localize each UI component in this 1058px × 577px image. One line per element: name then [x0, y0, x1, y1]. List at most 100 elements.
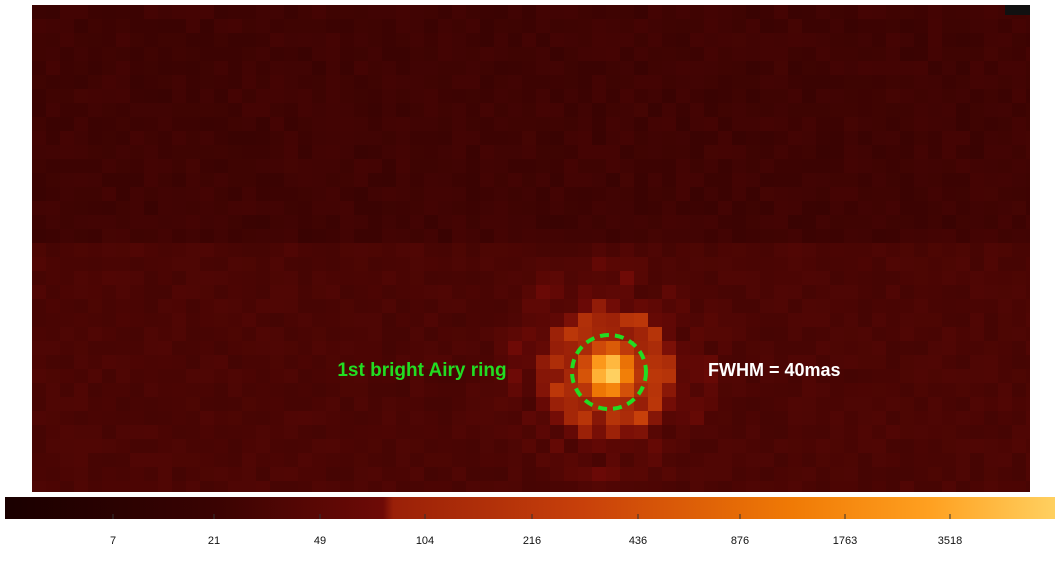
pixel [32, 481, 46, 492]
pixel [774, 173, 788, 187]
pixel [606, 341, 620, 355]
pixel [970, 383, 984, 397]
pixel [172, 89, 186, 103]
pixel [704, 201, 718, 215]
pixel [830, 327, 844, 341]
pixel [564, 5, 578, 19]
pixel [844, 215, 858, 229]
pixel [592, 285, 606, 299]
pixel [984, 327, 998, 341]
pixel [564, 19, 578, 33]
pixel [228, 215, 242, 229]
pixel [844, 5, 858, 19]
pixel [648, 75, 662, 89]
pixel [298, 19, 312, 33]
pixel [410, 47, 424, 61]
pixel [774, 397, 788, 411]
pixel [676, 187, 690, 201]
pixel [158, 5, 172, 19]
pixel [158, 201, 172, 215]
pixel [410, 313, 424, 327]
pixel [326, 201, 340, 215]
pixel [270, 187, 284, 201]
pixel [214, 271, 228, 285]
pixel [116, 159, 130, 173]
pixel [746, 397, 760, 411]
pixel [620, 313, 634, 327]
pixel [340, 75, 354, 89]
pixel [942, 89, 956, 103]
pixel [480, 467, 494, 481]
pixel [690, 5, 704, 19]
pixel [690, 467, 704, 481]
pixel [172, 313, 186, 327]
pixel [788, 131, 802, 145]
pixel [74, 47, 88, 61]
pixel [704, 257, 718, 271]
pixel [970, 201, 984, 215]
pixel [424, 117, 438, 131]
pixel [522, 313, 536, 327]
pixel [718, 285, 732, 299]
pixel [914, 131, 928, 145]
pixel [382, 453, 396, 467]
pixel [452, 159, 466, 173]
pixel [970, 33, 984, 47]
pixel [270, 243, 284, 257]
pixel [522, 453, 536, 467]
pixel [88, 299, 102, 313]
pixel [704, 397, 718, 411]
pixel [928, 481, 942, 492]
pixel [578, 467, 592, 481]
pixel [620, 215, 634, 229]
pixel [214, 61, 228, 75]
pixel [88, 271, 102, 285]
pixel [116, 341, 130, 355]
pixel [200, 201, 214, 215]
pixel [130, 481, 144, 492]
pixel [424, 285, 438, 299]
pixel [942, 257, 956, 271]
pixel [102, 453, 116, 467]
pixel [480, 103, 494, 117]
pixel [858, 19, 872, 33]
pixel [536, 117, 550, 131]
pixel [298, 75, 312, 89]
pixel [466, 313, 480, 327]
pixel [942, 453, 956, 467]
pixel [760, 89, 774, 103]
pixel [578, 411, 592, 425]
pixel [74, 103, 88, 117]
pixel [340, 33, 354, 47]
pixel [648, 341, 662, 355]
pixel [438, 75, 452, 89]
pixel [284, 215, 298, 229]
pixel [200, 411, 214, 425]
pixel [354, 131, 368, 145]
pixel [74, 453, 88, 467]
pixel [438, 299, 452, 313]
pixel [256, 453, 270, 467]
pixel [284, 131, 298, 145]
pixel [662, 355, 676, 369]
pixel [662, 285, 676, 299]
pixel [592, 19, 606, 33]
pixel [158, 369, 172, 383]
pixel [620, 117, 634, 131]
pixel [130, 103, 144, 117]
pixel [872, 47, 886, 61]
pixel [256, 369, 270, 383]
pixel [1012, 453, 1026, 467]
pixel [732, 215, 746, 229]
pixel [900, 481, 914, 492]
pixel [886, 467, 900, 481]
pixel [536, 299, 550, 313]
pixel [494, 243, 508, 257]
pixel [326, 173, 340, 187]
pixel [900, 117, 914, 131]
pixel [872, 271, 886, 285]
pixel [32, 299, 46, 313]
pixel [536, 369, 550, 383]
pixel [298, 229, 312, 243]
pixel [606, 453, 620, 467]
